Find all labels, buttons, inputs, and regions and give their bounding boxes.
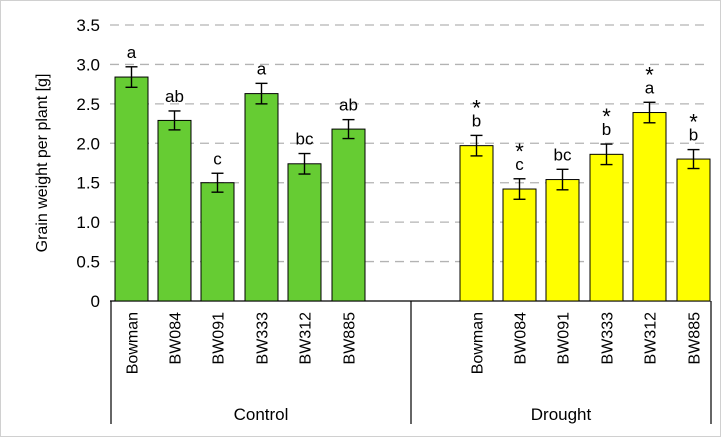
- significance-letter: c: [515, 155, 524, 174]
- category-label: BW091: [556, 312, 573, 365]
- group-label-control: Control: [234, 405, 289, 424]
- significance-star: *: [645, 62, 654, 87]
- category-label: BW084: [513, 312, 530, 365]
- bar: [157, 119, 192, 302]
- y-tick-label: 3.0: [76, 55, 100, 74]
- y-tick-label: 3.5: [76, 16, 100, 35]
- y-axis-title: Grain weight per plant [g]: [34, 74, 51, 253]
- bar: [676, 158, 711, 302]
- category-label: BW312: [643, 312, 660, 365]
- bar: [287, 163, 322, 302]
- group-label-drought: Drought: [531, 405, 592, 424]
- significance-letter: bc: [296, 130, 314, 149]
- bar: [114, 76, 149, 302]
- y-tick-label: 0.5: [76, 253, 100, 272]
- significance-letter: b: [472, 111, 481, 130]
- category-label: BW885: [342, 312, 359, 365]
- category-label: BW091: [211, 312, 228, 365]
- significance-letter: c: [213, 149, 222, 168]
- category-label: BW333: [600, 312, 617, 365]
- bar: [545, 179, 580, 302]
- significance-star: *: [472, 95, 481, 120]
- y-tick-label: 2.0: [76, 134, 100, 153]
- category-label: BW084: [168, 312, 185, 365]
- significance-star: *: [602, 104, 611, 129]
- significance-letter: a: [127, 43, 137, 62]
- significance-letter: b: [602, 120, 611, 139]
- bar: [331, 128, 366, 302]
- bar: [200, 182, 235, 302]
- bar: [632, 112, 667, 302]
- category-label: BW312: [298, 312, 315, 365]
- significance-letter: bc: [554, 145, 572, 164]
- y-tick-label: 2.5: [76, 95, 100, 114]
- category-label: BW333: [255, 312, 272, 365]
- y-tick-label: 1.0: [76, 213, 100, 232]
- category-label: Bowman: [470, 312, 487, 374]
- bar: [589, 153, 624, 302]
- bar: [459, 145, 494, 302]
- y-tick-label: 1.5: [76, 174, 100, 193]
- significance-letter: ab: [165, 87, 184, 106]
- category-label: Bowman: [125, 312, 142, 374]
- y-tick-label: 0: [91, 292, 100, 311]
- significance-letter: a: [257, 59, 267, 78]
- significance-letter: b: [689, 126, 698, 145]
- significance-star: *: [515, 139, 524, 164]
- significance-letter: ab: [339, 96, 358, 115]
- significance-star: *: [689, 110, 698, 135]
- bar: [502, 188, 537, 302]
- significance-letter: a: [645, 78, 655, 97]
- bar: [244, 93, 279, 302]
- category-label: BW885: [687, 312, 704, 365]
